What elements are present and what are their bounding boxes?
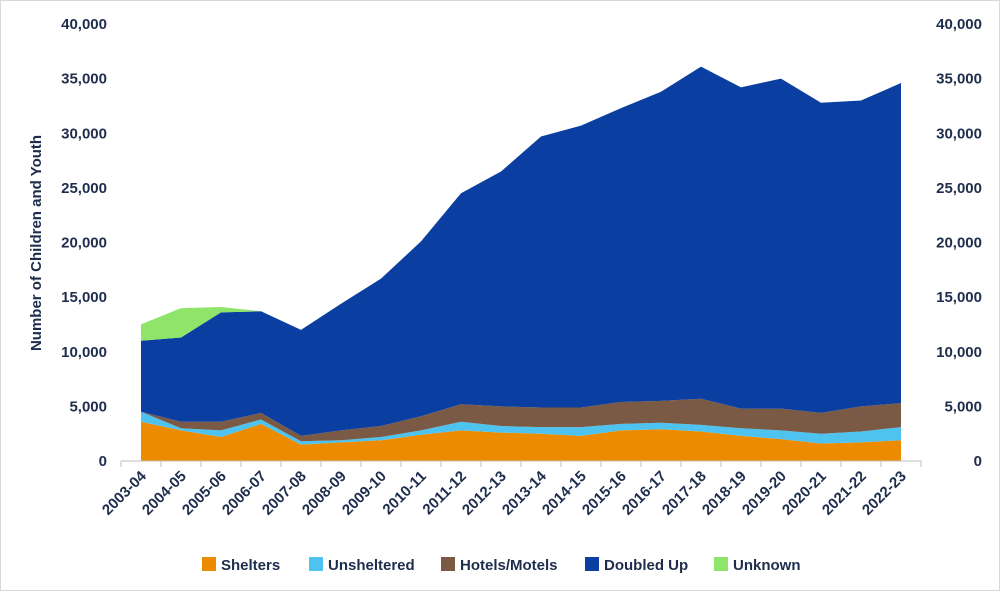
legend-swatch	[441, 557, 455, 571]
y-tick-label-left: 0	[99, 453, 107, 470]
x-tick-label: 2009-10	[339, 468, 390, 519]
y-tick-label-left: 20,000	[61, 235, 107, 252]
legend-label: Doubled Up	[604, 557, 688, 574]
x-axis: 2003-042004-052005-062006-072007-082008-…	[99, 467, 910, 518]
y-tick-label-left: 15,000	[61, 289, 107, 306]
y-tick-label-right: 20,000	[936, 235, 982, 252]
axes-layer	[120, 460, 922, 467]
y-tick-label-left: 35,000	[61, 71, 107, 88]
x-tick-label: 2022-23	[859, 468, 910, 519]
y-tick-label-right: 35,000	[936, 71, 982, 88]
y-tick-label-right: 40,000	[936, 16, 982, 33]
area-series-doubled-up	[141, 66, 901, 436]
legend-label: Shelters	[221, 557, 280, 574]
y-tick-label-right: 15,000	[936, 289, 982, 306]
legend-swatch	[309, 557, 323, 571]
area-series-unsheltered	[141, 411, 901, 445]
legend-label: Unsheltered	[328, 557, 415, 574]
legend: Shelters Unsheltered Hotels/Motels Doubled …	[202, 557, 801, 574]
y-tick-label-right: 0	[974, 453, 982, 470]
area-series-unknown	[141, 66, 901, 341]
y-axis-right: 0 5,000 10,000 15,000 20,000 25,000 30,000 35,0…	[936, 16, 982, 470]
area-layer	[141, 66, 901, 461]
y-tick-label-left: 10,000	[61, 344, 107, 361]
legend-swatch	[714, 557, 728, 571]
y-tick-label-left: 5,000	[69, 398, 107, 415]
area-series-shelters	[141, 421, 901, 461]
y-tick-label-left: 30,000	[61, 125, 107, 142]
y-tick-label-right: 5,000	[944, 398, 982, 415]
y-tick-label-right: 25,000	[936, 180, 982, 197]
legend-label: Unknown	[733, 557, 801, 574]
y-tick-label-left: 40,000	[61, 16, 107, 33]
y-tick-label-right: 30,000	[936, 125, 982, 142]
legend-label: Hotels/Motels	[460, 557, 558, 574]
x-tick-label: 2010-11	[379, 468, 429, 518]
y-tick-label-left: 25,000	[61, 180, 107, 197]
area-series-hotels-motels	[141, 398, 901, 442]
y-tick-label-right: 10,000	[936, 344, 982, 361]
y-axis-label: Number of Children and Youth	[28, 135, 45, 351]
legend-swatch	[202, 557, 216, 571]
legend-swatch	[585, 557, 599, 571]
y-axis-left: 0 5,000 10,000 15,000 20,000 25,000 30,000 35,0…	[61, 16, 107, 470]
